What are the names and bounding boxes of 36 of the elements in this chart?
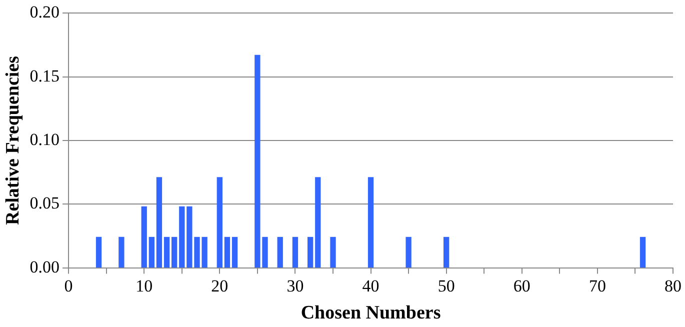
bar	[406, 236, 412, 268]
x-tick-label: 70	[588, 276, 606, 296]
y-tick-label: 0.10	[30, 130, 60, 149]
bar	[232, 236, 238, 268]
x-tick-label: 20	[211, 276, 228, 296]
x-tick-label: 0	[64, 276, 73, 296]
y-tick-label: 0.20	[30, 2, 60, 22]
bar	[444, 236, 450, 268]
bar	[141, 206, 147, 268]
bar	[224, 236, 230, 268]
bar	[368, 177, 374, 268]
bar	[118, 236, 124, 268]
bar	[330, 236, 336, 268]
bar	[96, 236, 102, 268]
bar	[292, 236, 298, 268]
bar	[148, 236, 154, 268]
x-tick-label: 50	[438, 276, 455, 296]
y-tick-label: 0.00	[30, 257, 60, 276]
bar	[277, 236, 283, 268]
bar	[172, 236, 178, 268]
x-axis-title: Chosen Numbers	[300, 302, 441, 324]
bar	[164, 236, 170, 268]
y-axis-title: Relative Frequencies	[2, 56, 24, 226]
bar	[216, 177, 222, 268]
x-tick-label: 40	[362, 276, 380, 296]
x-tick-label: 80	[664, 276, 682, 296]
y-tick-label: 0.05	[30, 194, 60, 213]
bar	[179, 206, 185, 268]
bar	[308, 236, 314, 268]
bar	[315, 177, 321, 268]
x-tick-label: 30	[286, 276, 304, 296]
x-tick-label: 60	[513, 276, 530, 296]
bar	[640, 236, 646, 268]
x-tick-label: 10	[136, 276, 153, 296]
bar	[156, 177, 162, 268]
y-tick-label: 0.15	[30, 66, 60, 86]
